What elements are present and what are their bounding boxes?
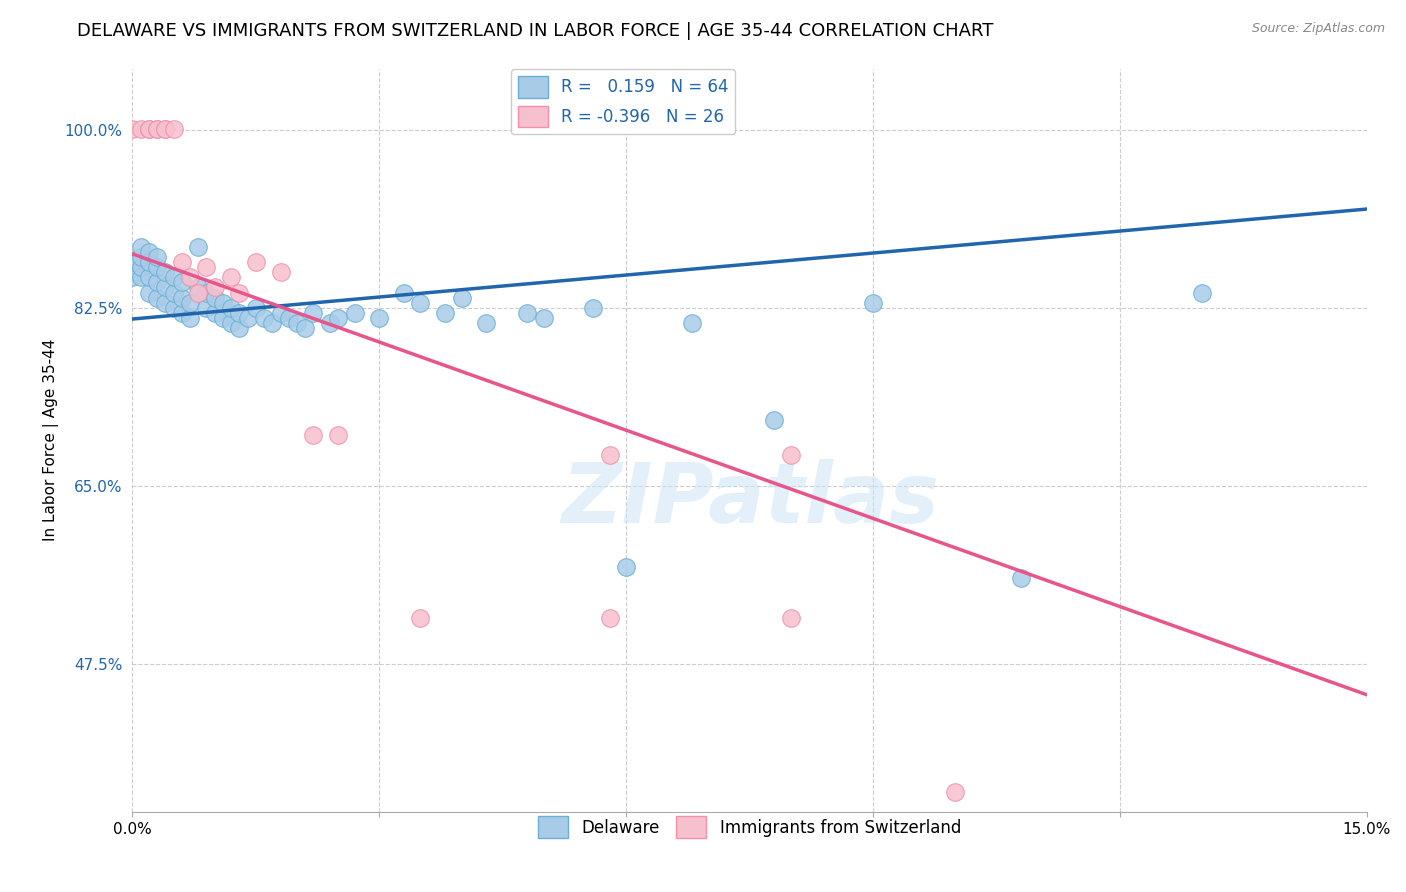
Point — [129, 270, 152, 285]
Point — [326, 428, 349, 442]
Point — [129, 260, 152, 274]
Point — [195, 301, 218, 315]
Point — [862, 295, 884, 310]
Point — [228, 285, 250, 300]
Point — [409, 611, 432, 625]
Point — [277, 311, 299, 326]
Point — [262, 316, 284, 330]
Point — [179, 311, 201, 326]
Point — [219, 301, 242, 315]
Point — [129, 240, 152, 254]
Point — [138, 244, 160, 259]
Point — [170, 255, 193, 269]
Point — [219, 270, 242, 285]
Point — [138, 121, 160, 136]
Point — [204, 306, 226, 320]
Legend: Delaware, Immigrants from Switzerland: Delaware, Immigrants from Switzerland — [531, 810, 967, 845]
Point — [162, 121, 184, 136]
Point — [343, 306, 366, 320]
Point — [121, 121, 143, 136]
Point — [516, 306, 538, 320]
Point — [1191, 285, 1213, 300]
Point — [179, 295, 201, 310]
Point — [450, 291, 472, 305]
Point — [212, 311, 235, 326]
Point — [599, 611, 621, 625]
Point — [533, 311, 555, 326]
Point — [155, 280, 177, 294]
Point — [434, 306, 457, 320]
Point — [245, 255, 267, 269]
Point — [146, 250, 169, 264]
Point — [170, 291, 193, 305]
Point — [146, 276, 169, 290]
Point — [219, 316, 242, 330]
Point — [763, 413, 786, 427]
Point — [236, 311, 259, 326]
Point — [170, 276, 193, 290]
Point — [187, 280, 209, 294]
Point — [146, 291, 169, 305]
Point — [146, 260, 169, 274]
Point — [326, 311, 349, 326]
Point — [270, 265, 292, 279]
Point — [285, 316, 308, 330]
Point — [409, 295, 432, 310]
Point — [138, 285, 160, 300]
Text: ZIPatlas: ZIPatlas — [561, 459, 939, 541]
Point — [779, 449, 801, 463]
Point — [368, 311, 391, 326]
Point — [187, 285, 209, 300]
Point — [294, 321, 316, 335]
Point — [170, 306, 193, 320]
Point — [253, 311, 276, 326]
Text: DELAWARE VS IMMIGRANTS FROM SWITZERLAND IN LABOR FORCE | AGE 35-44 CORRELATION C: DELAWARE VS IMMIGRANTS FROM SWITZERLAND … — [77, 22, 994, 40]
Point — [155, 121, 177, 136]
Point — [162, 285, 184, 300]
Point — [129, 121, 152, 136]
Point — [146, 121, 169, 136]
Point — [392, 285, 415, 300]
Point — [228, 321, 250, 335]
Point — [302, 306, 325, 320]
Point — [614, 560, 637, 574]
Point — [204, 280, 226, 294]
Point — [162, 301, 184, 315]
Point — [121, 270, 143, 285]
Point — [681, 316, 703, 330]
Point — [204, 291, 226, 305]
Point — [943, 784, 966, 798]
Point — [179, 270, 201, 285]
Point — [319, 316, 342, 330]
Point — [187, 240, 209, 254]
Point — [228, 306, 250, 320]
Point — [155, 265, 177, 279]
Text: Source: ZipAtlas.com: Source: ZipAtlas.com — [1251, 22, 1385, 36]
Point — [195, 285, 218, 300]
Point — [138, 270, 160, 285]
Point — [138, 255, 160, 269]
Point — [129, 250, 152, 264]
Point — [1010, 571, 1032, 585]
Point — [475, 316, 498, 330]
Point — [155, 295, 177, 310]
Point — [138, 121, 160, 136]
Point — [195, 260, 218, 274]
Point — [212, 295, 235, 310]
Point — [582, 301, 605, 315]
Point — [302, 428, 325, 442]
Point — [599, 449, 621, 463]
Point — [155, 121, 177, 136]
Point — [245, 301, 267, 315]
Y-axis label: In Labor Force | Age 35-44: In Labor Force | Age 35-44 — [44, 339, 59, 541]
Point — [779, 611, 801, 625]
Point — [121, 255, 143, 269]
Point — [270, 306, 292, 320]
Point — [146, 121, 169, 136]
Point — [162, 270, 184, 285]
